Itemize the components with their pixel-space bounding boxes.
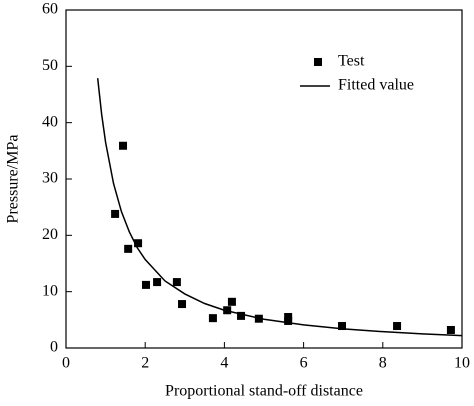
x-tick-label: 4 — [220, 355, 228, 372]
y-tick-label: 40 — [42, 113, 58, 130]
y-tick-label: 20 — [42, 226, 58, 243]
x-axis-label: Proportional stand-off distance — [165, 383, 363, 400]
y-tick-label: 30 — [42, 170, 58, 187]
data-point — [141, 280, 150, 289]
fitted-line — [96, 78, 463, 337]
y-tick-label: 50 — [42, 57, 58, 74]
data-point — [124, 244, 133, 253]
data-point — [119, 141, 128, 150]
y-tick-label: 10 — [42, 282, 58, 299]
data-point — [208, 314, 217, 323]
x-tick-label: 8 — [379, 355, 387, 372]
data-point — [153, 278, 162, 287]
data-point — [284, 316, 293, 325]
data-point — [111, 209, 120, 218]
y-tick-label: 60 — [42, 1, 58, 18]
plot-frame — [65, 9, 463, 349]
x-tick-label: 2 — [141, 355, 149, 372]
data-point — [172, 278, 181, 287]
data-point — [134, 239, 143, 248]
data-point — [178, 300, 187, 309]
data-point — [227, 297, 236, 306]
x-tick-label: 0 — [62, 355, 70, 372]
y-axis-label: Pressure/MPa — [5, 135, 22, 224]
legend-label: Fitted value — [338, 77, 414, 94]
data-point — [237, 311, 246, 320]
data-point — [446, 325, 455, 334]
y-tick-label: 0 — [50, 339, 58, 356]
legend-label: Test — [338, 53, 365, 70]
legend-marker — [314, 58, 322, 66]
x-tick-label: 6 — [300, 355, 308, 372]
data-point — [393, 322, 402, 331]
x-tick-label: 10 — [454, 355, 470, 372]
data-point — [338, 322, 347, 331]
